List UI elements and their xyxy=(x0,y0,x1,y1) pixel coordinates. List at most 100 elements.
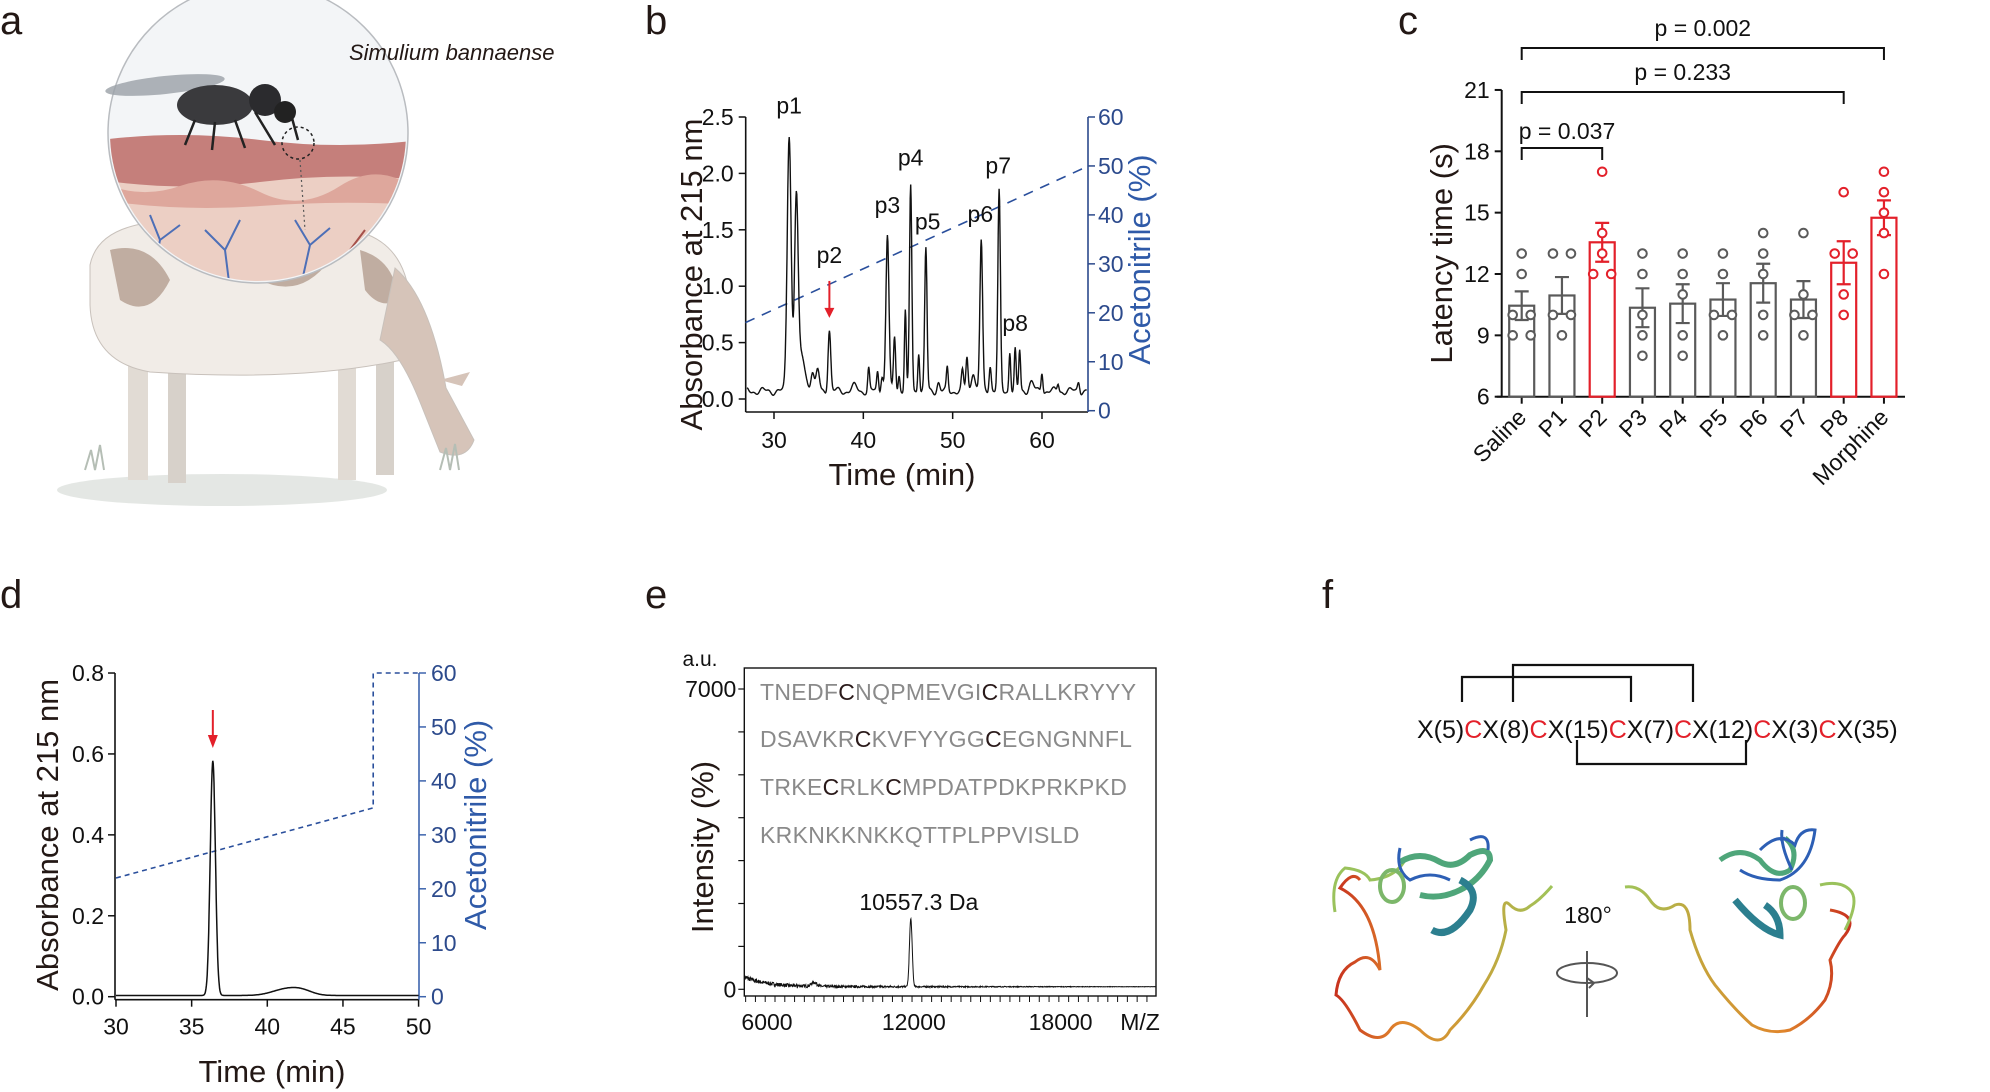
sequence-line: DSAVKRCKVFYYGGCEGNGNNFL xyxy=(760,726,1132,752)
absorbance-trace xyxy=(116,760,419,997)
data-point-Morphine xyxy=(1878,207,1890,218)
error-bar-Saline xyxy=(1514,290,1529,322)
cysteine-residue: C xyxy=(855,726,872,752)
y-tick-label: 0.6 xyxy=(72,741,104,767)
y2-tick-label: 0 xyxy=(431,984,444,1010)
y-tick-label: 2.0 xyxy=(702,160,734,186)
residue: K xyxy=(825,822,841,848)
residue: M xyxy=(902,774,921,800)
residue: T xyxy=(760,774,774,800)
residue: T xyxy=(937,822,951,848)
residue: E xyxy=(791,679,807,705)
residue: G xyxy=(1018,726,1036,752)
y2-tick-label: 40 xyxy=(1098,202,1124,228)
x-tick-label: 12000 xyxy=(882,1009,946,1035)
y-tick-label: 0.0 xyxy=(72,984,104,1010)
protein-structure-back xyxy=(1624,828,1856,1034)
data-point-Morphine xyxy=(1878,166,1890,178)
peak-label-p8: p8 xyxy=(1002,310,1028,336)
y-tick-label: 0.8 xyxy=(72,660,104,686)
x-tick-label: 50 xyxy=(940,427,966,453)
spacer-segment: X(8) xyxy=(1482,716,1529,744)
spacer-segment: X(5) xyxy=(1417,716,1464,744)
x-tick-label: 40 xyxy=(255,1014,281,1040)
residue: L xyxy=(1044,679,1057,705)
x-tick-label: 50 xyxy=(406,1014,432,1040)
residue: A xyxy=(1015,679,1031,705)
residue: N xyxy=(1071,726,1088,752)
y-tick-label: 18 xyxy=(1464,138,1490,164)
protein-structure-front xyxy=(1332,835,1554,1042)
bar-Morphine xyxy=(1870,216,1898,398)
panel-letter-d: d xyxy=(0,573,22,617)
data-point-P2 xyxy=(1596,227,1608,239)
data-point-Saline xyxy=(1516,268,1527,280)
y-tick-label: 21 xyxy=(1464,77,1490,103)
comparison-bracket xyxy=(1520,147,1604,160)
data-point-P8 xyxy=(1847,248,1858,259)
data-point-P1 xyxy=(1565,248,1577,259)
y-tick-label: 9 xyxy=(1477,322,1490,348)
data-point-P4 xyxy=(1677,350,1688,362)
residue: F xyxy=(903,726,917,752)
residue: S xyxy=(777,726,793,752)
y2-axis-title: Acetonitrile (%) xyxy=(1122,154,1157,364)
residue: Y xyxy=(1105,679,1121,705)
residue: K xyxy=(1015,774,1031,800)
data-point-P4 xyxy=(1677,268,1688,280)
spacer-segment: X(35) xyxy=(1837,716,1898,744)
x-tick-label: Saline xyxy=(1468,404,1532,468)
residue: V xyxy=(941,679,957,705)
data-point-P3 xyxy=(1637,350,1648,362)
sequence-line: KRKNKKNKKQTTPLPPVISLD xyxy=(760,822,1080,848)
panel-letter-a: a xyxy=(0,0,23,43)
panel-letter-c: c xyxy=(1398,0,1418,43)
residue: K xyxy=(791,774,807,800)
x-axis-title: M/Z xyxy=(1120,1009,1160,1035)
residue: K xyxy=(1095,774,1111,800)
y2-tick-label: 0 xyxy=(1098,398,1111,424)
x-tick-label: P4 xyxy=(1654,404,1692,442)
y2-tick-label: 10 xyxy=(1098,349,1124,375)
residue: R xyxy=(1046,774,1063,800)
cysteine-residue: C xyxy=(823,774,840,800)
p-value-label: p = 0.037 xyxy=(1519,118,1616,144)
residue: K xyxy=(889,822,905,848)
data-point-P6 xyxy=(1757,330,1769,341)
residue: R xyxy=(1073,679,1090,705)
data-point-P3 xyxy=(1637,268,1648,280)
spacer-segment: X(15) xyxy=(1548,716,1609,744)
x-tick-label: 35 xyxy=(179,1014,205,1040)
data-point-P7 xyxy=(1798,330,1809,341)
peak-label-p7: p7 xyxy=(985,152,1011,178)
residue: P xyxy=(980,822,996,848)
x-axis-title: Time (min) xyxy=(829,457,976,492)
residue: E xyxy=(807,774,823,800)
black-fly-icon xyxy=(105,74,300,151)
residue: A xyxy=(954,774,970,800)
residue: N xyxy=(774,679,791,705)
panel-f: f X(5)CX(8)CX(15)CX(7)CX(12)CX(3)CX(35) … xyxy=(1322,573,1898,1042)
data-point-P7 xyxy=(1807,309,1818,321)
residue: A xyxy=(793,726,809,752)
residue: L xyxy=(856,774,869,800)
y-tick-label: 2.5 xyxy=(702,104,734,130)
residue: Y xyxy=(1121,679,1137,705)
y-axis-title: Absorbance at 215 nm xyxy=(30,679,65,991)
residue: F xyxy=(824,679,838,705)
x-tick-label: P1 xyxy=(1533,404,1571,442)
data-point-P1 xyxy=(1556,330,1568,341)
chart-mass-spectrum: 0 7000 6000 12000 18000 M/Z a.u. Intensity (%) 1… xyxy=(682,648,1159,1035)
residue: M xyxy=(906,679,925,705)
spacer-segment: X(12) xyxy=(1692,716,1753,744)
residue: G xyxy=(949,726,967,752)
data-point-P8 xyxy=(1838,289,1849,300)
cysteine-residue: C xyxy=(885,774,902,800)
data-point-P6 xyxy=(1757,268,1769,280)
y-tick-label: 15 xyxy=(1464,200,1490,226)
disulfide-bridge-c1-c4 xyxy=(1460,675,1633,702)
peak-label-p2: p2 xyxy=(817,242,843,268)
residue: P xyxy=(890,679,906,705)
cysteine-residue: C xyxy=(1530,716,1548,744)
cysteine-residue: C xyxy=(1674,716,1692,744)
